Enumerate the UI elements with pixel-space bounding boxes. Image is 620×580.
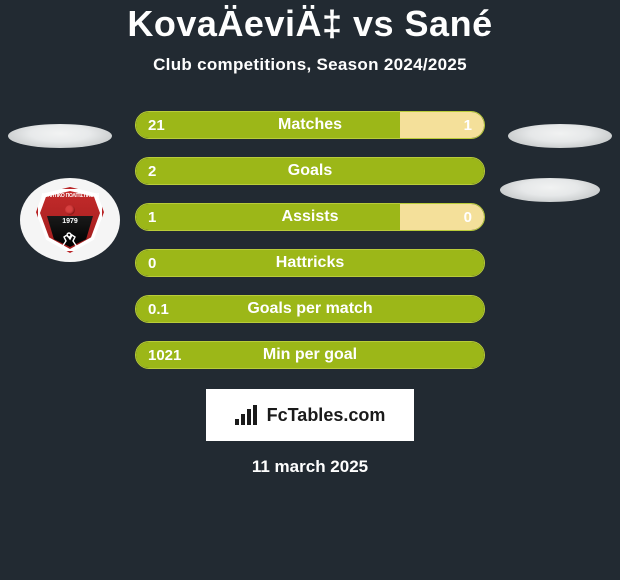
stat-player1-value: 0.1 bbox=[136, 301, 181, 318]
stat-player1-segment: 1 bbox=[136, 204, 400, 230]
comparison-subtitle: Club competitions, Season 2024/2025 bbox=[0, 55, 620, 75]
club-shield-icon: ΑΘΛΗΤΙΚΟ ΠΟΛΙΤΙΣΤΙΚΟ ΚΕΝΤΡΟ ΚΑΡΜΙΩΤΙΣΣΑ … bbox=[36, 187, 104, 253]
comparison-title: KovaÄeviÄ‡ vs Sané bbox=[0, 2, 620, 45]
stat-row: 211Matches bbox=[135, 111, 485, 139]
stat-row: 1021Min per goal bbox=[135, 341, 485, 369]
player1-club-logo: ΑΘΛΗΤΙΚΟ ΠΟΛΙΤΙΣΤΙΚΟ ΚΕΝΤΡΟ ΚΑΡΜΙΩΤΙΣΣΑ … bbox=[20, 178, 120, 262]
stat-player1-segment: 1021 bbox=[136, 342, 484, 368]
stat-player2-segment: 0 bbox=[400, 204, 484, 230]
bars-icon bbox=[235, 405, 261, 425]
stat-row: 10Assists bbox=[135, 203, 485, 231]
stat-player2-value: 1 bbox=[452, 117, 484, 134]
stat-player1-value: 1021 bbox=[136, 347, 193, 364]
stat-player1-value: 2 bbox=[136, 163, 168, 180]
stat-player2-value: 0 bbox=[452, 209, 484, 226]
update-date: 11 march 2025 bbox=[0, 457, 620, 477]
stat-row: 2Goals bbox=[135, 157, 485, 185]
stat-player1-segment: 2 bbox=[136, 158, 484, 184]
player2-club-logo-placeholder bbox=[500, 178, 600, 202]
stat-row: 0.1Goals per match bbox=[135, 295, 485, 323]
stat-player1-value: 0 bbox=[136, 255, 168, 272]
stat-player2-segment: 1 bbox=[400, 112, 484, 138]
fctables-logo: FcTables.com bbox=[206, 389, 414, 441]
stat-player1-value: 21 bbox=[136, 117, 177, 134]
stat-player1-value: 1 bbox=[136, 209, 168, 226]
stat-row: 0Hattricks bbox=[135, 249, 485, 277]
stat-player1-segment: 0.1 bbox=[136, 296, 484, 322]
stats-container: 211Matches2Goals10Assists0Hattricks0.1Go… bbox=[135, 111, 485, 369]
player2-silhouette-placeholder bbox=[508, 124, 612, 148]
shield-year: 1979 bbox=[62, 218, 78, 225]
stat-player1-segment: 21 bbox=[136, 112, 400, 138]
player1-silhouette-placeholder bbox=[8, 124, 112, 148]
stat-player1-segment: 0 bbox=[136, 250, 484, 276]
logo-text: FcTables.com bbox=[267, 405, 386, 426]
